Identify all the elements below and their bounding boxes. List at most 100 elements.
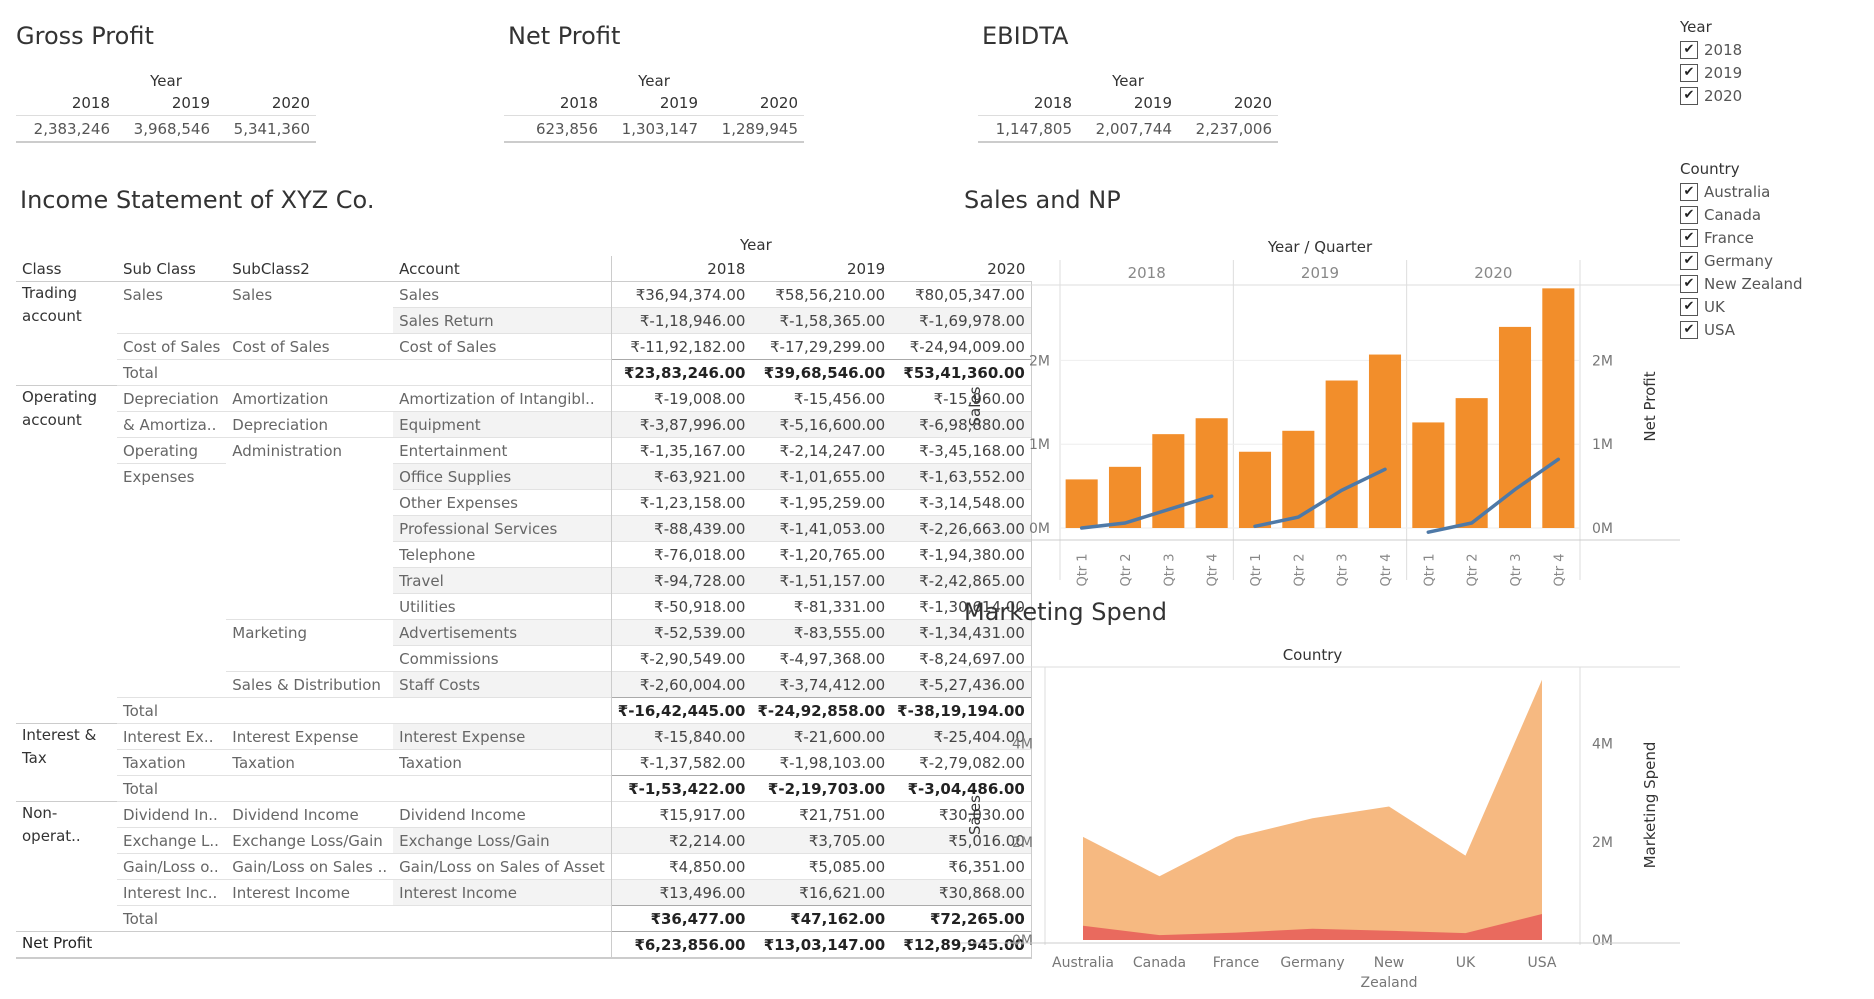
kpi-value: 3,968,546 [116,115,216,143]
checkbox-icon[interactable]: ✔ [1680,182,1698,201]
table-row: Total ₹-16,42,445.00 ₹-24,92,858.00 ₹-38,19… [16,697,1032,724]
quarter-tick-label: Qtr 4 [1379,553,1394,586]
subclass-cell [117,568,226,594]
marketing-spend-chart: Country 0M 0M 2M 2M 4M 4M Sales Marketing Spend A… [960,646,1680,991]
value-cell: ₹-1,18,946.00 [610,307,752,334]
value-cell: ₹15,917.00 [610,801,752,828]
value-cell: ₹-1,41,053.00 [751,515,892,542]
account-cell: Sales Return [393,307,612,334]
value-cell: ₹-1,53,422.00 [610,775,752,802]
table-row: Expenses Office Supplies ₹-63,921.00 ₹-1,01… [16,463,1032,490]
value-cell: ₹13,496.00 [610,879,752,906]
kpi-year: 2020 [759,93,798,112]
year-filter-option[interactable]: ✔ 2019 [1680,61,1742,84]
account-cell: Office Supplies [393,463,612,490]
country-filter-label: New Zealand [1704,274,1803,293]
year-filter-option[interactable]: ✔ 2020 [1680,84,1742,107]
year-filter: Year ✔ 2018 ✔ 2019 ✔ 2020 [1680,18,1742,107]
area-sales [1083,679,1542,940]
sales-bar [1108,466,1142,528]
x-tick-label: Germany [1280,955,1344,971]
quarter-tick-label: Qtr 4 [1552,553,1567,586]
value-cell: ₹-94,728.00 [610,567,752,594]
checkbox-icon[interactable]: ✔ [1680,228,1698,247]
checkbox-icon[interactable]: ✔ [1680,205,1698,224]
value-cell: ₹-50,918.00 [610,593,752,620]
kpi-value: 1,147,805 [978,115,1078,143]
value-cell: ₹30,868.00 [891,879,1032,906]
subclass-cell: Expenses [117,463,227,490]
checkbox-icon[interactable]: ✔ [1680,274,1698,293]
country-filter-option[interactable]: ✔ New Zealand [1680,272,1803,295]
value-cell: ₹-3,87,996.00 [610,411,752,438]
country-filter-option[interactable]: ✔ UK [1680,295,1803,318]
quarter-tick-label: Qtr 2 [1292,553,1307,586]
y2-tick-label: 2M [1592,835,1613,851]
value-cell: ₹-15,960.00 [891,385,1032,412]
country-filter-label: France [1704,228,1754,247]
subclass-cell: Sales [117,281,227,308]
quarter-tick-label: Qtr 2 [1119,553,1134,586]
sales-bar [1542,288,1575,528]
checkbox-icon[interactable]: ✔ [1680,86,1698,105]
table-row: Travel ₹-94,728.00 ₹-1,51,157.00 ₹-2,42,865… [16,567,1032,594]
subclass-cell [117,646,226,672]
country-filter-option[interactable]: ✔ Australia [1680,180,1803,203]
kpi-year: 2020 [271,93,310,112]
sales-bar [1498,326,1532,528]
subclass-cell: Total [117,905,227,932]
country-filter-option[interactable]: ✔ Canada [1680,203,1803,226]
subclass-cell: Depreciation [117,385,227,412]
subclass2-cell [226,359,394,386]
kpi-value: 5,341,360 [216,115,316,143]
column-header: 2020 [891,256,1032,282]
subclass2-cell [226,646,393,672]
table-row: Trading account Sales Sales Sales ₹36,94,374… [16,281,1032,386]
value-cell: ₹-88,439.00 [610,515,752,542]
year-filter-option[interactable]: ✔ 2018 [1680,38,1742,61]
year-filter-label: 2019 [1704,63,1743,82]
sales-bar [1455,398,1488,528]
value-cell: ₹58,56,210.00 [751,281,892,308]
quarter-tick-label: Qtr 1 [1422,553,1437,586]
y-tick-label: 1M [1029,437,1050,453]
subclass-cell: Interest Inc.. [117,879,227,906]
subclass2-cell [226,308,393,334]
y-tick-label: 2M [1012,835,1033,851]
value-cell: ₹13,03,147.00 [751,931,892,959]
checkbox-icon[interactable]: ✔ [1680,63,1698,82]
country-filter-label: Canada [1704,205,1762,224]
table-row: Sales & Distribution Staff Costs ₹-2,60,00… [16,671,1032,698]
account-cell [393,775,612,802]
account-cell: Other Expenses [393,489,612,516]
subclass2-cell: Exchange Loss/Gain [226,827,394,854]
y-axis-label: Sales [966,795,984,835]
kpi-value: 1,289,945 [704,115,804,143]
table-row: Interest & Tax Interest Ex.. Interest Expe… [16,723,1032,802]
sales-np-title: Sales and NP [964,186,1121,214]
value-cell: ₹-52,539.00 [610,619,752,646]
checkbox-icon[interactable]: ✔ [1680,40,1698,59]
checkbox-icon[interactable]: ✔ [1680,320,1698,339]
value-cell: ₹6,23,856.00 [610,931,752,959]
year-filter-label: 2020 [1704,86,1743,105]
country-filter-option[interactable]: ✔ France [1680,226,1803,249]
y2-tick-label: 4M [1592,737,1613,753]
value-cell: ₹-3,45,168.00 [891,437,1032,464]
column-header: Sub Class [117,256,227,282]
value-cell: ₹5,085.00 [751,853,892,880]
year-panel-label: 2020 [1474,264,1512,282]
subclass2-cell: Cost of Sales [226,333,394,360]
value-cell: ₹6,351.00 [891,853,1032,880]
checkbox-icon[interactable]: ✔ [1680,297,1698,316]
checkbox-icon[interactable]: ✔ [1680,251,1698,270]
country-filter-option[interactable]: ✔ Germany [1680,249,1803,272]
country-filter-option[interactable]: ✔ USA [1680,318,1803,341]
subclass2-cell [226,905,394,932]
value-cell: ₹4,850.00 [610,853,752,880]
account-cell: Cost of Sales [393,333,612,360]
kpi-net-profit: Net Profit [508,22,620,50]
kpi-year-label: Year [150,72,182,90]
value-cell: ₹5,016.00 [891,827,1032,854]
subclass-cell: Cost of Sales [117,333,227,360]
